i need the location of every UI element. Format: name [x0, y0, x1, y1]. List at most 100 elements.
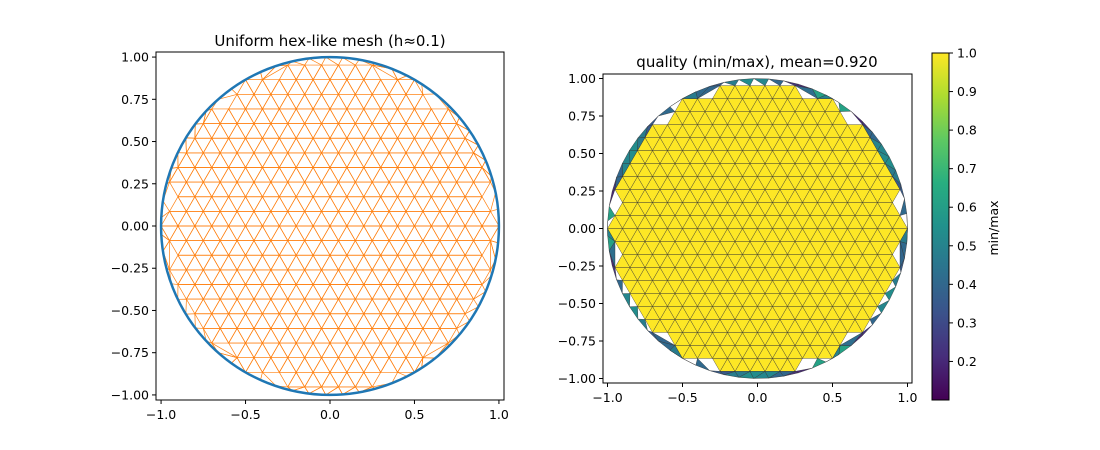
mesh-triangle-612: [236, 93, 255, 110]
mesh-triangle-407: [472, 196, 492, 212]
mesh-triangle-629: [380, 93, 399, 110]
mesh-triangle-275: [320, 240, 340, 256]
colorbar-label: min/max: [986, 200, 1001, 255]
quality-triangle-716: [611, 264, 617, 280]
mesh-triangle-319: [363, 225, 382, 242]
mesh-triangle-515: [447, 152, 466, 168]
mesh-triangle-318: [371, 225, 390, 241]
mesh-triangle-278: [346, 239, 365, 256]
quality-triangle-705: [616, 163, 623, 178]
mesh-triangle-149: [177, 284, 196, 300]
mesh-triangle-732: [304, 386, 322, 395]
mesh-triangle-507: [380, 152, 399, 168]
mesh-triangle-611: [228, 93, 247, 110]
mesh-triangle-619: [295, 93, 314, 110]
mesh-triangle-71: [337, 328, 356, 344]
quality-triangle-683: [817, 94, 833, 99]
quality-triangle-638: [697, 98, 713, 113]
mesh-triangle-143: [422, 298, 441, 315]
mesh-triangle-284: [396, 239, 416, 256]
mesh-triangle-627: [363, 93, 382, 110]
mesh-triangle-406: [447, 196, 466, 213]
mesh-triangle-357: [363, 210, 382, 227]
colorbar-tick-label: 0.8: [957, 123, 977, 138]
left-y-tick-label: 0.25: [121, 176, 149, 191]
mesh-triangle-626: [354, 93, 373, 110]
mesh-triangle-46: [354, 342, 373, 359]
mesh-triangle-264: [228, 239, 247, 256]
mesh-triangle-449: [202, 166, 221, 183]
mesh-triangle-320: [388, 225, 407, 241]
mesh-triangle-395: [371, 196, 390, 212]
mesh-triangle-452: [211, 167, 230, 183]
mesh-triangle-745: [421, 342, 449, 359]
mesh-triangle-625: [346, 93, 365, 110]
mesh-triangle-230: [244, 254, 264, 271]
mesh-triangle-402: [413, 196, 432, 213]
quality-triangle-700: [644, 124, 654, 138]
mesh-triangle-422: [278, 181, 297, 198]
quality-triangle-667: [899, 198, 908, 216]
mesh-triangle-596: [312, 108, 331, 125]
mesh-triangle-398: [380, 196, 399, 213]
mesh-triangle-600: [346, 108, 365, 125]
mesh-triangle-266: [244, 239, 264, 256]
mesh-triangle-199: [304, 269, 323, 286]
mesh-triangle-240: [329, 254, 348, 271]
mesh-triangle-164: [320, 283, 340, 300]
mesh-triangle-281: [371, 240, 390, 256]
colorbar-tick-label: 0.2: [957, 354, 977, 369]
quality-triangle-678: [862, 124, 873, 139]
mesh-triangle-170: [371, 283, 390, 300]
mesh-triangle-753: [490, 240, 496, 271]
mesh-triangle-595: [320, 108, 340, 124]
mesh-triangle-282: [380, 239, 399, 256]
mesh-triangle-369: [464, 210, 483, 227]
mesh-triangle-437: [405, 181, 424, 198]
quality-triangle-725: [669, 345, 683, 359]
mesh-triangle-538: [346, 137, 365, 154]
mesh-triangle-353: [329, 210, 348, 227]
mesh-triangle-285: [405, 240, 424, 256]
mesh-triangle-476: [413, 167, 432, 183]
quality-triangle-747: [869, 312, 882, 326]
mesh-triangle-336: [185, 211, 204, 227]
mesh-triangle-288: [430, 239, 449, 256]
mesh-triangle-66: [295, 327, 314, 344]
quality-triangle-701: [629, 137, 639, 151]
mesh-triangle-639: [287, 78, 306, 95]
mesh-triangle-564: [304, 123, 323, 139]
mesh-triangle-620: [304, 93, 323, 110]
mesh-triangle-577: [413, 122, 432, 139]
mesh-triangle-300: [219, 225, 238, 241]
mesh-triangle-561: [278, 122, 297, 139]
mesh-triangle-147: [456, 298, 475, 315]
mesh-triangle-414: [211, 181, 230, 198]
quality-triangle-685: [794, 85, 819, 100]
mesh-triangle-237: [320, 254, 340, 271]
mesh-triangle-258: [177, 239, 196, 256]
mesh-triangle-167: [329, 284, 348, 300]
left-domain-circle-layer: [159, 55, 501, 397]
mesh-triangle-540: [363, 137, 382, 154]
mesh-triangle-448: [177, 167, 196, 183]
mesh-triangle-396: [363, 196, 382, 213]
mesh-triangle-463: [320, 166, 340, 183]
mesh-triangle-589: [270, 108, 289, 124]
colorbar-tick-label: 1.0: [957, 46, 977, 61]
mesh-triangle-462: [295, 167, 314, 183]
mesh-triangle-145: [439, 298, 458, 315]
mesh-triangle-415: [219, 181, 238, 198]
mesh-triangle-224: [194, 254, 213, 271]
mesh-triangle-280: [363, 239, 382, 256]
mesh-triangle-135: [354, 298, 373, 315]
mesh-triangle-559: [261, 122, 280, 139]
mesh-triangle-645: [337, 78, 356, 95]
mesh-triangle-141: [405, 298, 424, 315]
mesh-triangle-178: [439, 283, 458, 300]
mesh-triangle-36: [270, 342, 289, 359]
mesh-triangle-494: [270, 152, 289, 169]
mesh-triangle-508: [388, 152, 407, 169]
mesh-triangle-504: [354, 152, 373, 169]
mesh-triangle-537: [354, 137, 373, 154]
